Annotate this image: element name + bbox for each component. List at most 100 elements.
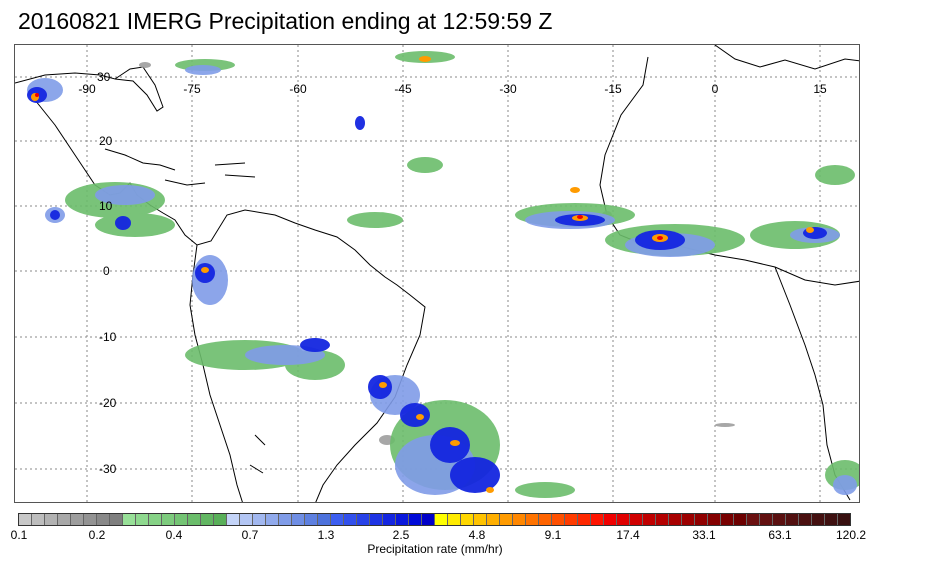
colorbar-cell xyxy=(578,514,591,525)
colorbar-cell xyxy=(630,514,643,525)
colorbar-cell xyxy=(422,514,435,525)
colorbar-cell xyxy=(513,514,526,525)
colorbar-cell xyxy=(292,514,305,525)
colorbar-cell xyxy=(370,514,383,525)
colorbar-cell xyxy=(448,514,461,525)
lat-label: -10 xyxy=(99,330,117,344)
colorbar-tick: 0.4 xyxy=(165,528,183,542)
map-title: 20160821 IMERG Precipitation ending at 1… xyxy=(18,8,553,34)
lon-label: -15 xyxy=(604,82,622,96)
lat-label: 0 xyxy=(103,264,110,278)
colorbar-cell xyxy=(656,514,669,525)
colorbar-cell xyxy=(266,514,279,525)
colorbar-cell xyxy=(721,514,734,525)
colorbar-cell xyxy=(552,514,565,525)
colorbar-cell xyxy=(214,514,227,525)
colorbar-tick: 33.1 xyxy=(692,528,716,542)
colorbar-cell xyxy=(617,514,630,525)
colorbar-cell xyxy=(19,514,32,525)
colorbar-cell xyxy=(409,514,422,525)
lat-label: 30 xyxy=(97,70,111,84)
colorbar-cell xyxy=(136,514,149,525)
colorbar-cell xyxy=(474,514,487,525)
colorbar-cell xyxy=(539,514,552,525)
colorbar-cell xyxy=(838,514,850,525)
colorbar-cell xyxy=(58,514,71,525)
colorbar-cell xyxy=(643,514,656,525)
colorbar-cell xyxy=(695,514,708,525)
lat-label: -20 xyxy=(99,396,117,410)
colorbar-cell xyxy=(344,514,357,525)
colorbar-tick: 63.1 xyxy=(768,528,792,542)
colorbar-cell xyxy=(604,514,617,525)
colorbar-cell xyxy=(786,514,799,525)
lon-label: -90 xyxy=(78,82,96,96)
colorbar-cell xyxy=(669,514,682,525)
colorbar-tick: 0.7 xyxy=(241,528,259,542)
colorbar-cell xyxy=(227,514,240,525)
lat-label: 20 xyxy=(99,134,113,148)
lon-label: -60 xyxy=(289,82,307,96)
lat-label: -30 xyxy=(99,462,117,476)
colorbar-tick-labels: 0.1 0.2 0.4 0.7 1.3 2.5 4.8 9.1 17.4 33.… xyxy=(0,528,944,544)
colorbar-cell xyxy=(682,514,695,525)
colorbar-cell xyxy=(500,514,513,525)
colorbar-cell xyxy=(708,514,721,525)
colorbar-cell xyxy=(123,514,136,525)
colorbar-cell xyxy=(149,514,162,525)
colorbar-tick: 2.5 xyxy=(392,528,410,542)
colorbar-cell xyxy=(253,514,266,525)
colorbar-cell xyxy=(487,514,500,525)
colorbar-cell xyxy=(240,514,253,525)
colorbar-axis-label: Precipitation rate (mm/hr) xyxy=(367,542,503,556)
colorbar-cell xyxy=(162,514,175,525)
lon-label: -75 xyxy=(183,82,201,96)
colorbar-cell xyxy=(84,514,97,525)
precipitation-colorbar xyxy=(18,513,851,526)
colorbar-cell xyxy=(331,514,344,525)
colorbar-cell xyxy=(747,514,760,525)
precipitation-map[interactable]: -90 -75 -60 -45 -30 -15 0 15 30 20 10 0 … xyxy=(14,44,860,503)
precipitation-features xyxy=(27,51,859,498)
colorbar-cell xyxy=(201,514,214,525)
colorbar-cell xyxy=(71,514,84,525)
latitude-labels: 30 20 10 0 -10 -20 -30 xyxy=(97,70,117,476)
colorbar-tick: 0.1 xyxy=(10,528,28,542)
colorbar-cell xyxy=(32,514,45,525)
colorbar-cell xyxy=(305,514,318,525)
colorbar-tick: 0.2 xyxy=(88,528,106,542)
colorbar-cell xyxy=(97,514,110,525)
lon-label: 15 xyxy=(813,82,827,96)
lon-label: -30 xyxy=(499,82,517,96)
colorbar-cell xyxy=(565,514,578,525)
colorbar-cell xyxy=(175,514,188,525)
colorbar-cell xyxy=(279,514,292,525)
colorbar-cell xyxy=(461,514,474,525)
colorbar-cell xyxy=(383,514,396,525)
colorbar-cell xyxy=(591,514,604,525)
lat-label: 10 xyxy=(99,199,113,213)
colorbar-tick: 9.1 xyxy=(544,528,562,542)
lon-label: 0 xyxy=(712,82,719,96)
longitude-labels: -90 -75 -60 -45 -30 -15 0 15 xyxy=(78,82,827,96)
colorbar-cell xyxy=(526,514,539,525)
colorbar-tick: 1.3 xyxy=(317,528,335,542)
colorbar-cell xyxy=(799,514,812,525)
colorbar-cell xyxy=(357,514,370,525)
colorbar-cell xyxy=(110,514,123,525)
colorbar-cell xyxy=(812,514,825,525)
colorbar-cell xyxy=(318,514,331,525)
colorbar-cell xyxy=(396,514,409,525)
colorbar-cell xyxy=(734,514,747,525)
colorbar-cell xyxy=(773,514,786,525)
map-canvas: -90 -75 -60 -45 -30 -15 0 15 30 20 10 0 … xyxy=(15,45,859,502)
colorbar-tick: 120.2 xyxy=(835,528,867,542)
colorbar-tick: 4.8 xyxy=(468,528,486,542)
colorbar-cell xyxy=(435,514,448,525)
colorbar-cell xyxy=(760,514,773,525)
colorbar-tick: 17.4 xyxy=(616,528,640,542)
lon-label: -45 xyxy=(394,82,412,96)
colorbar-cell xyxy=(45,514,58,525)
colorbar-cell xyxy=(825,514,838,525)
colorbar-cell xyxy=(188,514,201,525)
